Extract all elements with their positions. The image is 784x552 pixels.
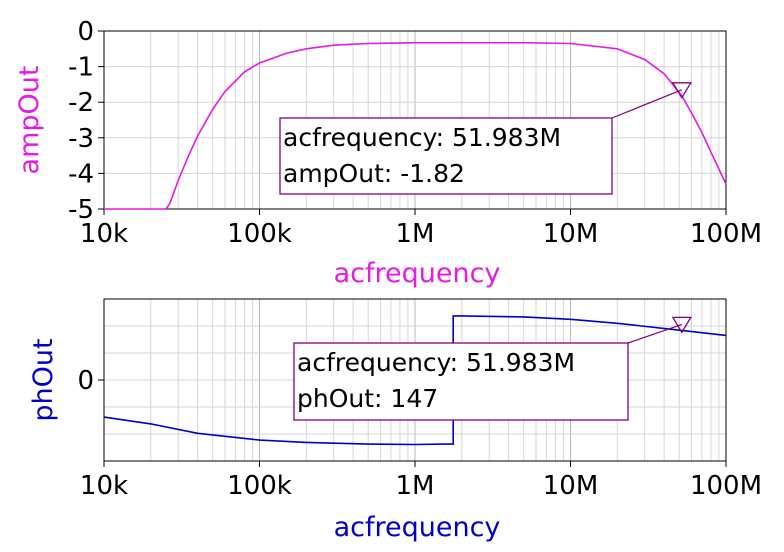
y-tick-label: -5 [68, 195, 94, 225]
phase-chart[interactable]: 10k 100k 1M 10M 100M 0 acfrequency: 51.983M … [28, 298, 762, 543]
y-tick-label: -1 [68, 53, 94, 83]
phase-cursor[interactable]: acfrequency: 51.983M phOut: 147 [293, 316, 692, 421]
amp-cursor[interactable]: acfrequency: 51.983M ampOut: -1.82 [279, 82, 692, 195]
y-tick-label: -3 [68, 124, 94, 154]
phase-cursor-leader [627, 323, 683, 344]
y-tick-label: -4 [68, 159, 94, 189]
amp-x-axis-title: acfrequency [334, 258, 501, 289]
amp-cursor-y-readout: ampOut: -1.82 [283, 159, 465, 188]
phase-cursor-marker[interactable] [671, 316, 692, 334]
amp-cursor-x-readout: acfrequency: 51.983M [283, 123, 561, 152]
x-tick-label: 100M [690, 219, 762, 249]
amp-cursor-box [279, 117, 613, 195]
amp-cursor-leader [611, 89, 683, 119]
phase-cursor-box [293, 342, 629, 421]
x-tick-label: 10M [543, 471, 599, 501]
x-tick-label: 10M [543, 219, 599, 249]
phase-cursor-y-readout: phOut: 147 [297, 384, 438, 413]
phase-y-axis-title: phOut [28, 338, 59, 421]
y-tick-label: 0 [77, 17, 94, 47]
y-tick-label: -2 [68, 88, 94, 118]
amp-cursor-marker[interactable] [671, 82, 692, 100]
phase-series-line [103, 315, 727, 446]
phase-cursor-x-readout: acfrequency: 51.983M [297, 348, 575, 377]
x-tick-label: 100k [227, 471, 292, 501]
x-tick-label: 100k [227, 219, 292, 249]
x-tick-label: 1M [396, 219, 435, 249]
amp-x-ticks: 10k 100k 1M 10M 100M [80, 209, 762, 249]
y-tick-label: 0 [77, 366, 94, 396]
amp-y-ticks: 0 -1 -2 -3 -4 -5 [68, 17, 104, 225]
x-tick-label: 100M [690, 471, 762, 501]
x-tick-label: 1M [396, 471, 435, 501]
phase-y-ticks: 0 [77, 366, 104, 396]
amp-chart[interactable]: 10k 100k 1M 10M 100M 0 -1 -2 -3 -4 -5 acfrequency… [14, 17, 762, 289]
amp-y-axis-title: ampOut [14, 66, 45, 175]
x-tick-label: 10k [80, 219, 128, 249]
x-tick-label: 10k [80, 471, 128, 501]
phase-x-axis-title: acfrequency [334, 512, 501, 543]
phase-x-ticks: 10k 100k 1M 10M 100M [80, 461, 762, 501]
